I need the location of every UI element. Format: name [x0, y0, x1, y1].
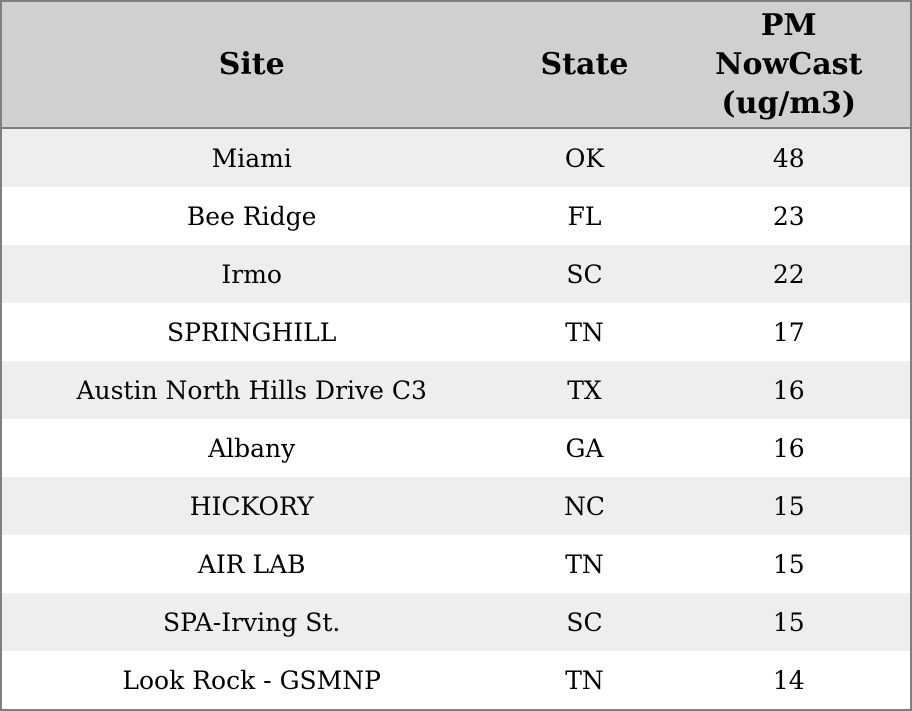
cell-state: SC — [566, 259, 603, 289]
cell-pm-nowcast: 16 — [772, 433, 805, 463]
header-cell-pm-nowcast: PM NowCast (ug/m3) — [715, 8, 863, 121]
cell-pm-nowcast: 23 — [772, 201, 805, 231]
cell-site: Bee Ridge — [186, 201, 317, 231]
table-body: Miami OK 48 Bee Ridge FL 23 Irmo SC 22 S… — [2, 129, 910, 709]
cell-pm-nowcast: 14 — [772, 665, 805, 695]
cell-pm-nowcast: 15 — [772, 549, 805, 579]
table-row: SPRINGHILL TN 17 — [2, 303, 910, 361]
cell-state: OK — [564, 143, 605, 173]
cell-site: Irmo — [221, 259, 282, 289]
cell-site: Look Rock - GSMNP — [122, 665, 381, 695]
cell-state: TX — [567, 375, 602, 405]
table-row: AIR LAB TN 15 — [2, 535, 910, 593]
cell-state: NC — [563, 491, 605, 521]
cell-pm-nowcast: 22 — [772, 259, 805, 289]
table-row: Irmo SC 22 — [2, 245, 910, 303]
cell-site: SPA-Irving St. — [163, 607, 341, 637]
table-row: Miami OK 48 — [2, 129, 910, 187]
table-header: Site State PM NowCast (ug/m3) — [2, 2, 910, 129]
cell-site: Miami — [211, 143, 292, 173]
cell-pm-nowcast: 15 — [772, 607, 805, 637]
cell-site: Albany — [208, 433, 296, 463]
cell-state: TN — [565, 549, 604, 579]
cell-state: FL — [567, 201, 602, 231]
cell-site: Austin North Hills Drive C3 — [76, 375, 427, 405]
table-row: Austin North Hills Drive C3 TX 16 — [2, 361, 910, 419]
cell-state: TN — [565, 665, 604, 695]
cell-state: TN — [565, 317, 604, 347]
header-cell-site: Site — [218, 47, 285, 82]
table-row: Bee Ridge FL 23 — [2, 187, 910, 245]
table-row: SPA-Irving St. SC 15 — [2, 593, 910, 651]
header-cell-state: State — [540, 47, 629, 82]
cell-site: HICKORY — [189, 491, 314, 521]
cell-site: SPRINGHILL — [167, 317, 337, 347]
table-row: HICKORY NC 15 — [2, 477, 910, 535]
table-row: Look Rock - GSMNP TN 14 — [2, 651, 910, 709]
cell-pm-nowcast: 15 — [772, 491, 805, 521]
cell-site: AIR LAB — [197, 549, 306, 579]
cell-pm-nowcast: 48 — [772, 143, 805, 173]
cell-state: GA — [565, 433, 604, 463]
cell-pm-nowcast: 17 — [772, 317, 805, 347]
table-row: Albany GA 16 — [2, 419, 910, 477]
cell-state: SC — [566, 607, 603, 637]
cell-pm-nowcast: 16 — [772, 375, 805, 405]
